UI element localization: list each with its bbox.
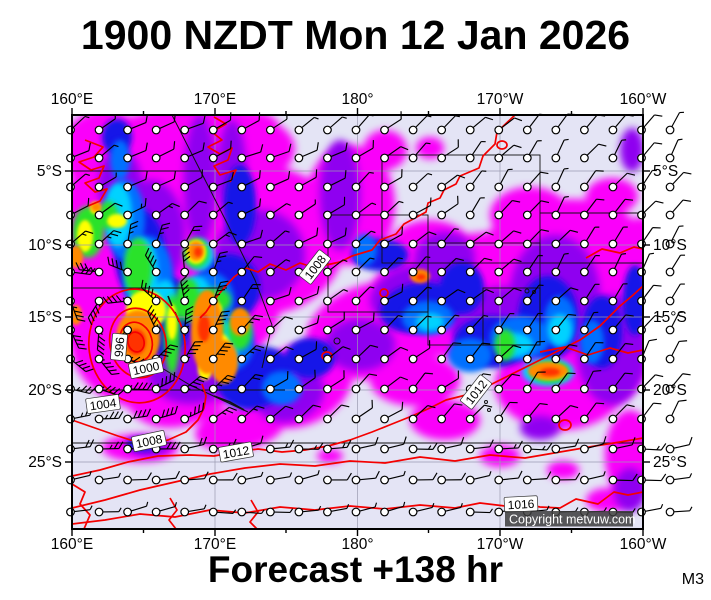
lat-label-right: 15°S [653, 309, 687, 326]
wind-barbs [66, 111, 693, 517]
lon-label-bottom: 160°E [51, 536, 93, 553]
copyright-watermark: Copyright metvuw.com [505, 511, 635, 527]
lat-label-left: 5°S [37, 163, 62, 180]
lat-label-left: 25°S [28, 454, 62, 471]
forecast-hour-label: Forecast +138 hr [207, 549, 504, 590]
page-title: 1900 NZDT Mon 12 Jan 2026 [80, 12, 631, 58]
lat-label-left: 20°S [28, 382, 62, 399]
lon-label-top: 160°E [51, 91, 93, 108]
isobar-label: 1004 [85, 394, 121, 414]
svg-text:1008: 1008 [135, 432, 164, 451]
lon-label-bottom: 180° [341, 536, 373, 553]
lon-label-bottom: 170°W [477, 536, 524, 553]
lat-label-right: 25°S [653, 454, 687, 471]
lat-label-right: 20°S [653, 382, 687, 399]
lon-label-bottom: 160°W [620, 536, 667, 553]
lon-label-bottom: 170°E [194, 536, 236, 553]
model-id-label: M3 [681, 571, 704, 588]
lat-label-left: 15°S [28, 309, 62, 326]
isobar-label: 1016 [503, 495, 539, 513]
svg-text:1004: 1004 [89, 396, 118, 414]
svg-text:1012: 1012 [222, 443, 251, 461]
lon-label-top: 170°W [477, 91, 524, 108]
lat-label-right: 5°S [653, 163, 678, 180]
copyright-text: Copyright metvuw.com [509, 513, 635, 527]
isobar-label: 1008 [131, 430, 167, 452]
svg-text:996: 996 [112, 336, 128, 357]
lon-label-top: 180° [341, 91, 373, 108]
lat-label-right: 10°S [653, 237, 687, 254]
axis-labels: 160°E 160°E 170°E 170°E 180° 180° 170°W 170°W 16… [28, 91, 687, 553]
lat-label-left: 10°S [28, 237, 62, 254]
axis-ticks [65, 108, 650, 536]
svg-text:1016: 1016 [507, 497, 535, 512]
isobar-label: 1000 [128, 357, 164, 379]
isobar-label: 996 [110, 332, 128, 362]
lon-label-top: 160°W [620, 91, 667, 108]
svg-text:1000: 1000 [132, 359, 161, 378]
lon-label-top: 170°E [194, 91, 236, 108]
isobar-label: 1012 [218, 441, 254, 463]
